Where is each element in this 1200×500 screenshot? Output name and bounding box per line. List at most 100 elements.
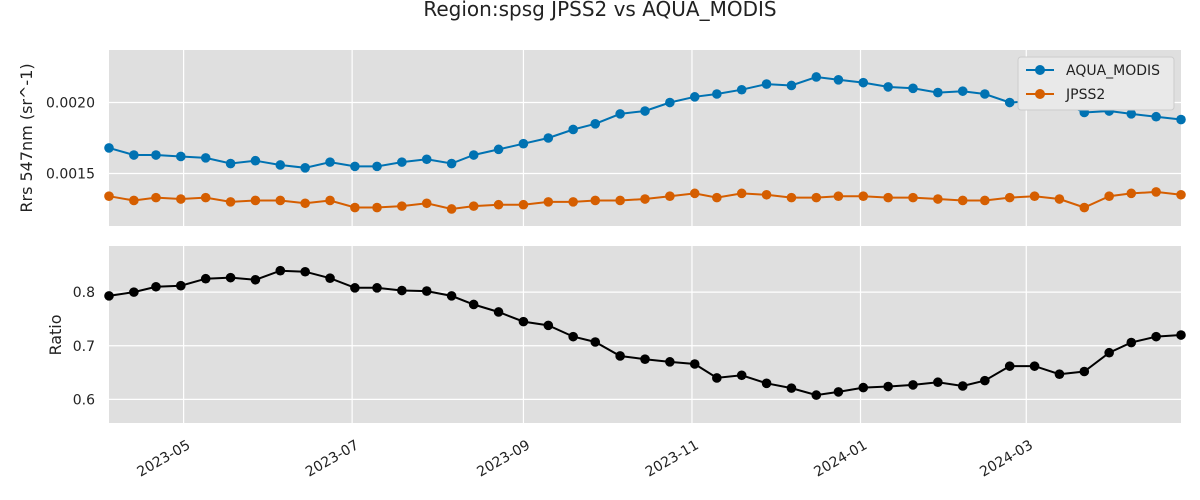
- data-point-jpss2: [1151, 187, 1161, 197]
- data-point-ratio: [1054, 369, 1065, 379]
- data-point-aqua-modis: [200, 153, 211, 163]
- bottom-y-axis-label: Ratio: [46, 314, 65, 355]
- data-point-aqua-modis: [883, 82, 893, 92]
- data-point-ratio: [151, 281, 161, 292]
- data-point-aqua-modis: [300, 163, 310, 173]
- data-point-aqua-modis: [225, 158, 236, 169]
- data-point-jpss2: [250, 195, 261, 206]
- bot-y-tick-label: 0.6: [73, 392, 95, 408]
- data-point-aqua-modis: [1004, 97, 1015, 108]
- data-point-aqua-modis: [543, 133, 554, 143]
- data-point-jpss2: [761, 189, 772, 200]
- x-tick-label: 2024-01: [811, 437, 870, 480]
- data-point-aqua-modis: [518, 138, 529, 149]
- data-point-ratio: [468, 299, 479, 310]
- data-point-aqua-modis: [372, 161, 382, 172]
- data-point-aqua-modis: [833, 75, 844, 85]
- data-point-jpss2: [858, 191, 869, 201]
- data-point-aqua-modis: [640, 106, 650, 116]
- data-point-aqua-modis: [689, 92, 700, 102]
- bottom-grid: [109, 246, 1181, 423]
- x-tick-label: 2023-05: [135, 437, 194, 480]
- data-point-ratio: [786, 383, 797, 393]
- data-point-jpss2: [446, 204, 457, 214]
- data-point-aqua-modis: [446, 158, 457, 169]
- data-point-ratio: [1004, 361, 1015, 371]
- data-point-aqua-modis: [957, 86, 968, 96]
- data-point-ratio: [833, 387, 844, 397]
- data-point-ratio: [372, 283, 382, 293]
- data-point-jpss2: [129, 195, 139, 206]
- data-point-aqua-modis: [858, 77, 869, 88]
- data-point-jpss2: [397, 201, 407, 211]
- data-point-jpss2: [933, 194, 943, 204]
- x-tick-label: 2024-03: [977, 437, 1036, 480]
- x-tick-label: 2023-11: [643, 437, 702, 480]
- data-point-aqua-modis: [568, 124, 578, 135]
- data-point-jpss2: [957, 195, 968, 206]
- data-point-ratio: [129, 287, 139, 297]
- data-point-ratio: [615, 351, 625, 361]
- data-point-aqua-modis: [397, 157, 407, 167]
- data-point-ratio: [1104, 347, 1114, 358]
- data-point-ratio: [250, 274, 261, 285]
- data-point-ratio: [883, 381, 893, 392]
- data-point-ratio: [493, 307, 504, 317]
- data-point-jpss2: [225, 197, 236, 207]
- data-point-aqua-modis: [104, 143, 114, 153]
- legend-box: [1017, 56, 1175, 111]
- data-point-jpss2: [689, 188, 700, 199]
- data-point-jpss2: [665, 191, 675, 201]
- data-point-aqua-modis: [325, 157, 335, 167]
- data-point-aqua-modis: [908, 83, 918, 94]
- data-point-ratio: [590, 337, 601, 347]
- data-point-jpss2: [833, 191, 844, 201]
- data-point-ratio: [908, 380, 918, 390]
- data-point-ratio: [350, 283, 360, 293]
- data-point-ratio: [275, 265, 286, 276]
- legend-label-aqua-modis: AQUA_MODIS: [1066, 63, 1160, 79]
- data-point-aqua-modis: [1176, 114, 1186, 125]
- chart-title: Region:spsg JPSS2 vs AQUA_MODIS: [423, 0, 776, 21]
- data-point-ratio: [665, 357, 675, 367]
- data-point-aqua-modis: [151, 150, 161, 160]
- data-point-jpss2: [640, 194, 650, 204]
- data-point-ratio: [736, 370, 747, 381]
- data-point-ratio: [104, 291, 114, 301]
- data-point-jpss2: [590, 195, 601, 206]
- data-point-ratio: [200, 273, 211, 284]
- top-y-tick-label: 0.0015: [46, 166, 95, 182]
- data-point-jpss2: [1054, 194, 1065, 204]
- legend-item-aqua-modis: AQUA_MODIS: [1026, 63, 1160, 79]
- data-point-jpss2: [350, 202, 360, 213]
- data-point-aqua-modis: [421, 154, 432, 165]
- data-point-aqua-modis: [250, 155, 261, 166]
- data-point-jpss2: [568, 197, 578, 207]
- data-point-ratio: [957, 381, 968, 391]
- data-point-jpss2: [1029, 191, 1040, 201]
- data-point-jpss2: [300, 198, 310, 209]
- data-point-aqua-modis: [1126, 109, 1137, 119]
- data-point-aqua-modis: [1151, 111, 1161, 122]
- legend-marker-jpss2: [1035, 89, 1045, 99]
- data-point-jpss2: [908, 192, 918, 203]
- data-point-aqua-modis: [590, 119, 601, 129]
- data-point-jpss2: [615, 195, 625, 206]
- top-y-ticks: 0.0015 0.0020: [46, 96, 95, 183]
- data-point-jpss2: [736, 188, 747, 199]
- top-panel: 0.0015 0.0020 Rrs 547nm (sr^-1) AQUA_MODI…: [17, 50, 1186, 226]
- data-point-jpss2: [1126, 188, 1137, 199]
- top-y-tick-label: 0.0020: [46, 96, 95, 112]
- data-point-ratio: [300, 266, 310, 277]
- data-point-aqua-modis: [176, 151, 186, 162]
- data-point-ratio: [933, 377, 943, 388]
- data-point-ratio: [176, 280, 186, 291]
- data-point-ratio: [397, 285, 407, 296]
- data-point-ratio: [811, 390, 822, 400]
- x-ticks: 2023-05 2023-07 2023-09 2023-11 2024-01 2024-…: [135, 437, 1036, 480]
- data-point-ratio: [761, 378, 772, 389]
- data-point-ratio: [1029, 361, 1040, 371]
- data-point-aqua-modis: [350, 161, 360, 172]
- data-point-jpss2: [493, 199, 504, 210]
- data-point-aqua-modis: [761, 79, 772, 89]
